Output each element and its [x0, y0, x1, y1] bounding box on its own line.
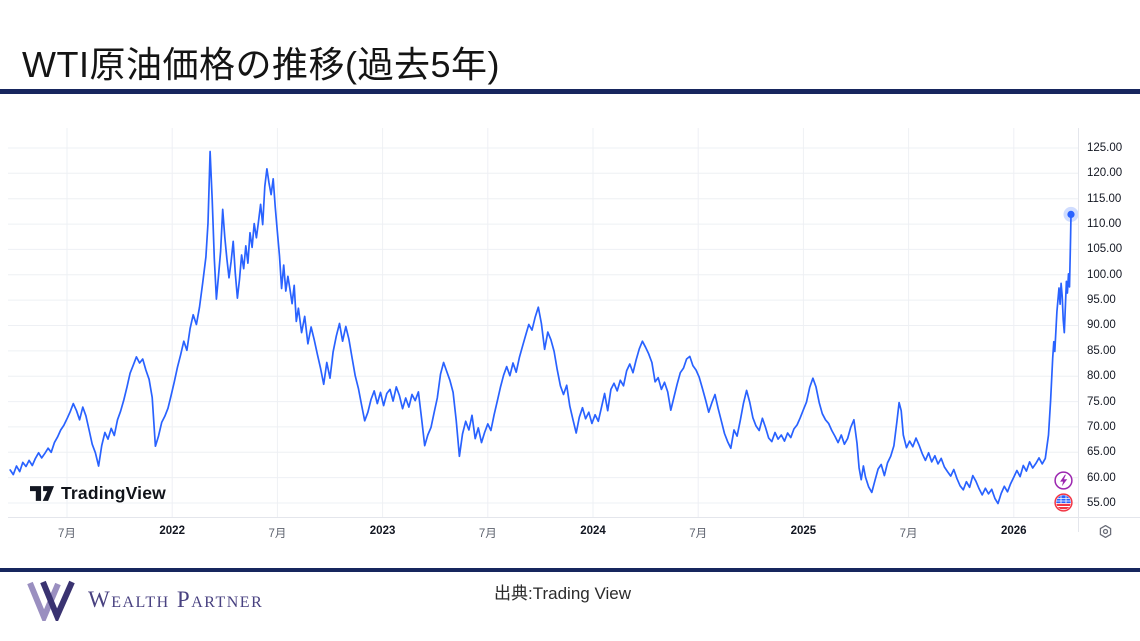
tradingview-watermark[interactable]: TradingView — [30, 483, 166, 504]
price-axis-label: 65.00 — [1087, 446, 1116, 459]
price-axis-label: 120.00 — [1087, 167, 1123, 180]
price-axis-label: 90.00 — [1087, 319, 1116, 332]
tradingview-logo-icon — [30, 486, 54, 501]
price-plot[interactable] — [8, 128, 1078, 517]
price-axis-label: 100.00 — [1087, 268, 1123, 281]
title-divider — [0, 89, 1140, 94]
price-axis-label: 75.00 — [1087, 395, 1116, 408]
time-axis-label: 2023 — [369, 525, 396, 537]
time-axis-label: 2022 — [159, 525, 185, 537]
tradingview-logo-text: TradingView — [61, 483, 166, 503]
price-axis-label: 125.00 — [1087, 141, 1123, 154]
time-axis-label: 7月 — [268, 528, 287, 540]
price-axis-label: 105.00 — [1087, 243, 1123, 256]
event-icon-stack — [1054, 471, 1073, 512]
price-axis[interactable]: 125.00 120.00 115.00 110.00 105.00 100.00 95.0… — [1078, 128, 1140, 532]
axis-corner — [1078, 517, 1140, 545]
page-title: WTI原油価格の推移(過去5年) — [22, 44, 500, 86]
price-axis-label: 60.00 — [1087, 471, 1116, 484]
wealth-partner-logo: Wealth Partner — [26, 579, 263, 621]
price-axis-label: 110.00 — [1087, 218, 1122, 231]
economic-calendar-icon[interactable] — [1054, 493, 1073, 512]
time-axis-label: 7月 — [478, 528, 497, 540]
price-axis-label: 55.00 — [1087, 497, 1116, 509]
time-axis-label: 2024 — [580, 525, 606, 537]
price-axis-label: 95.00 — [1087, 294, 1116, 307]
price-axis-label: 115.00 — [1087, 192, 1122, 205]
price-axis-label: 80.00 — [1087, 370, 1116, 383]
price-axis-label: 85.00 — [1087, 344, 1116, 357]
lightning-event-icon[interactable] — [1054, 471, 1073, 490]
time-axis-label: 2025 — [790, 525, 817, 537]
time-axis-label: 7月 — [689, 528, 708, 540]
time-axis[interactable]: 7月 2022 7月 2023 7月 2024 7月 2025 7月 2026 — [8, 517, 1078, 545]
wealth-partner-logo-text: Wealth Partner — [88, 587, 264, 612]
time-axis-label: 7月 — [58, 528, 76, 540]
time-axis-label: 2026 — [1000, 525, 1027, 537]
price-axis-label: 70.00 — [1087, 420, 1116, 433]
wealth-partner-mark-icon — [26, 579, 76, 621]
last-price-dot — [1067, 210, 1075, 218]
source-note: 出典:Trading View — [494, 584, 631, 603]
price-line — [9, 150, 1072, 505]
price-scale-settings-icon[interactable] — [1098, 524, 1113, 539]
time-axis-label: 7月 — [899, 528, 918, 540]
chart-widget: 125.00 120.00 115.00 110.00 105.00 100.00 95.0… — [0, 110, 1140, 550]
footer-divider — [0, 568, 1140, 572]
